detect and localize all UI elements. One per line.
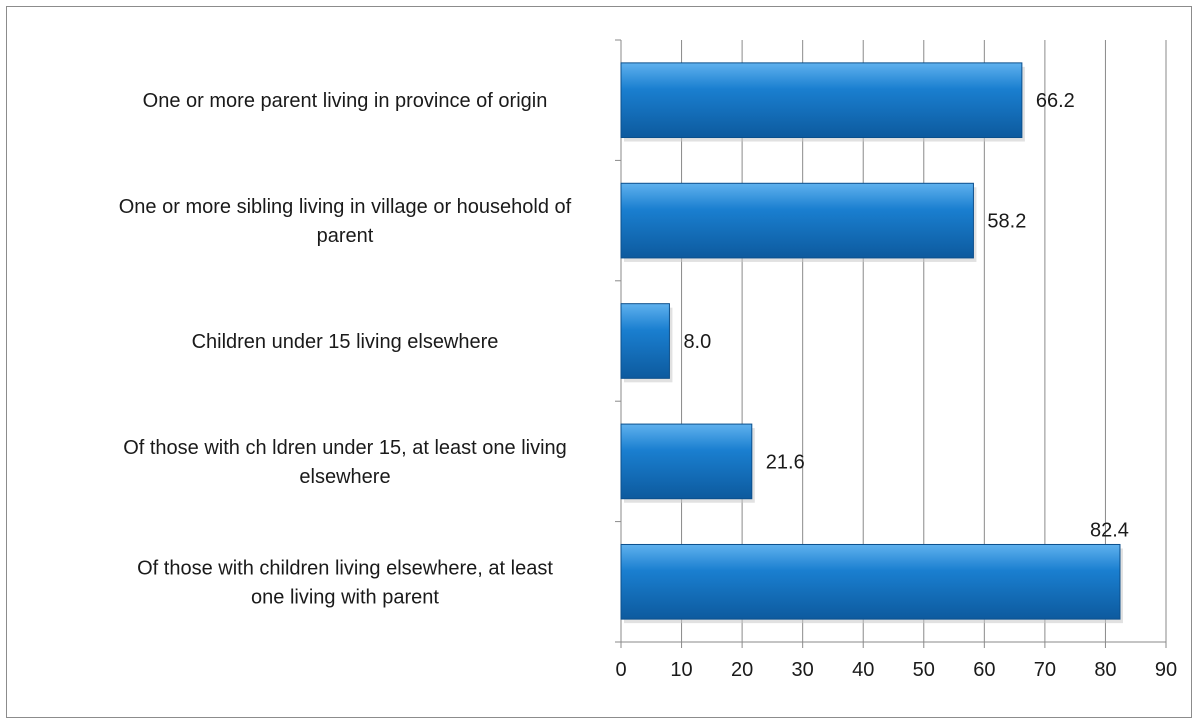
bar xyxy=(620,303,670,379)
category-label: parent xyxy=(317,225,374,247)
x-tick-label: 90 xyxy=(1155,659,1177,681)
x-tick-label: 0 xyxy=(615,659,626,681)
x-tick-label: 70 xyxy=(1034,659,1056,681)
data-labels: 66.2 58.2 8.0 21.6 82.4 xyxy=(683,90,1128,541)
category-label: One or more parent living in province of… xyxy=(143,90,548,112)
x-tick-label: 30 xyxy=(792,659,814,681)
category-labels: One or more parent living in province of… xyxy=(119,90,572,608)
x-tick-label: 60 xyxy=(973,659,995,681)
category-label: one living with parent xyxy=(251,586,439,608)
data-label: 58.2 xyxy=(987,211,1026,233)
category-label: elsewhere xyxy=(299,466,390,488)
bar xyxy=(620,423,753,500)
bar xyxy=(620,62,1023,139)
bar xyxy=(620,182,974,259)
data-label: 21.6 xyxy=(766,451,805,473)
category-label: Of those with ch ldren under 15, at leas… xyxy=(123,437,567,459)
category-label: Of those with children living elsewhere,… xyxy=(137,557,553,579)
x-tick-label: 10 xyxy=(670,659,692,681)
x-axis-ticks: 0 10 20 30 40 50 60 70 80 90 xyxy=(615,642,1177,681)
data-label: 66.2 xyxy=(1036,90,1075,112)
x-tick-label: 40 xyxy=(852,659,874,681)
x-tick-label: 20 xyxy=(731,659,753,681)
bars xyxy=(620,62,1123,624)
data-label: 82.4 xyxy=(1090,519,1129,541)
category-label: Children under 15 living elsewhere xyxy=(192,331,499,353)
bar xyxy=(620,543,1121,620)
category-label: One or more sibling living in village or… xyxy=(119,196,572,218)
data-label: 8.0 xyxy=(683,331,711,353)
x-tick-label: 80 xyxy=(1094,659,1116,681)
x-tick-label: 50 xyxy=(913,659,935,681)
